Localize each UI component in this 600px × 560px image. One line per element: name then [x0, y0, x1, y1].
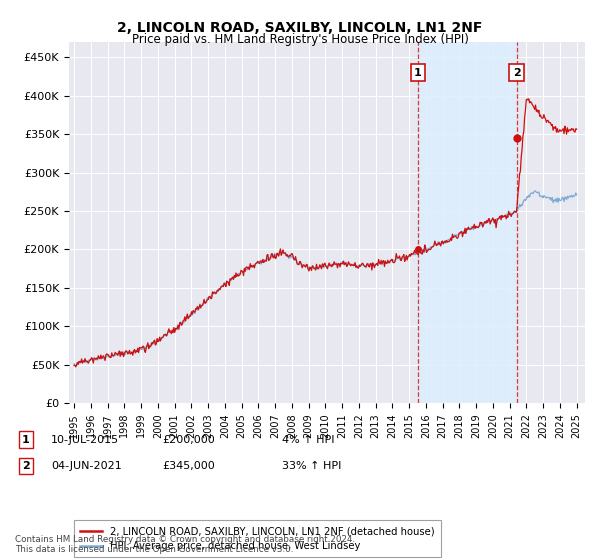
Text: 2: 2 — [22, 461, 29, 471]
Text: Price paid vs. HM Land Registry's House Price Index (HPI): Price paid vs. HM Land Registry's House … — [131, 33, 469, 46]
Text: 4% ↑ HPI: 4% ↑ HPI — [282, 435, 335, 445]
Text: 33% ↑ HPI: 33% ↑ HPI — [282, 461, 341, 471]
Text: 2, LINCOLN ROAD, SAXILBY, LINCOLN, LN1 2NF: 2, LINCOLN ROAD, SAXILBY, LINCOLN, LN1 2… — [118, 21, 482, 35]
Text: 1: 1 — [22, 435, 29, 445]
Text: 04-JUN-2021: 04-JUN-2021 — [51, 461, 122, 471]
Text: 2: 2 — [513, 68, 521, 78]
Legend: 2, LINCOLN ROAD, SAXILBY, LINCOLN, LN1 2NF (detached house), HPI: Average price,: 2, LINCOLN ROAD, SAXILBY, LINCOLN, LN1 2… — [74, 520, 440, 557]
Text: £200,000: £200,000 — [162, 435, 215, 445]
Text: Contains HM Land Registry data © Crown copyright and database right 2024.
This d: Contains HM Land Registry data © Crown c… — [15, 535, 355, 554]
Bar — [418, 42, 517, 403]
Text: 10-JUL-2015: 10-JUL-2015 — [51, 435, 119, 445]
Text: £345,000: £345,000 — [162, 461, 215, 471]
Text: 1: 1 — [414, 68, 422, 78]
